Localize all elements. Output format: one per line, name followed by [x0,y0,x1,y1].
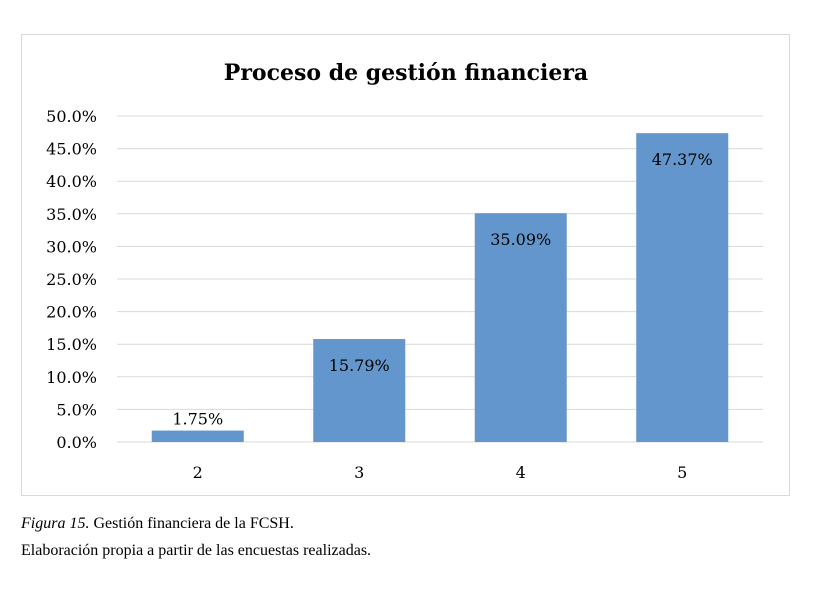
y-tick-label: 45.0% [46,140,97,159]
data-label: 1.75% [172,410,223,429]
figure-caption: Figura 15. Gestión financiera de la FCSH… [21,513,294,535]
bar [151,430,244,442]
y-tick-label: 15.0% [46,335,97,354]
bar [474,213,567,442]
data-label: 35.09% [490,230,551,249]
y-tick-label: 30.0% [46,237,97,256]
y-tick-label: 10.0% [46,368,97,387]
x-tick-label: 4 [516,463,526,482]
x-tick-label: 5 [677,463,687,482]
y-tick-label: 35.0% [46,205,97,224]
data-label: 15.79% [329,356,390,375]
y-tick-label: 20.0% [46,303,97,322]
figure-source: Elaboración propia a partir de las encue… [21,542,372,559]
chart-title: Proceso de gestión financiera [224,60,588,86]
figure-caption-text: Gestión financiera de la FCSH. [89,515,294,532]
x-tick-label: 3 [354,463,364,482]
y-tick-label: 0.0% [56,433,97,452]
data-label: 47.37% [652,150,713,169]
y-tick-label: 25.0% [46,270,97,289]
x-tick-label: 2 [193,463,203,482]
figure-label: Figura 15. [21,515,90,532]
y-tick-label: 40.0% [46,172,97,191]
y-tick-label: 5.0% [56,400,97,419]
bar [313,339,406,442]
y-tick-label: 50.0% [46,107,97,126]
bar [636,133,729,443]
